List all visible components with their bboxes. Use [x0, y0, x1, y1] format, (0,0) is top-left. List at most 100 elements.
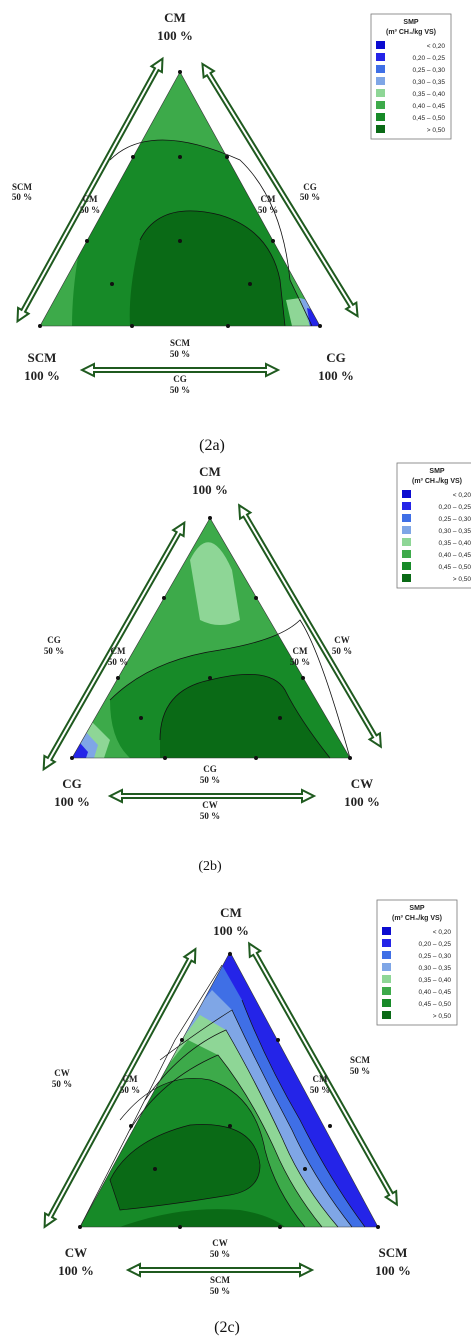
- left-edge-outer-label: CW: [54, 1068, 70, 1078]
- legend-swatch: [376, 101, 385, 109]
- design-point: [163, 756, 167, 760]
- vertex-right-pct: 100 %: [375, 1263, 411, 1278]
- design-point: [226, 324, 230, 328]
- contour-line: [109, 1124, 261, 1211]
- legend-swatch: [376, 77, 385, 85]
- contour-line: [109, 619, 351, 759]
- bottom-edge-top-pct: 50 %: [170, 349, 190, 359]
- legend-swatch: [382, 939, 391, 947]
- ternary-plot-2b: [70, 516, 352, 760]
- right-edge-arrow: [238, 503, 382, 749]
- right-edge-outer-pct: 50 %: [300, 192, 320, 202]
- design-point: [178, 70, 182, 74]
- legend-swatch: [376, 41, 385, 49]
- design-point: [110, 282, 114, 286]
- left-edge-outer-pct: 50 %: [12, 192, 32, 202]
- design-point: [85, 239, 89, 243]
- design-point: [376, 1225, 380, 1229]
- triangle-outline: [39, 71, 321, 327]
- legend-swatch: [402, 502, 411, 510]
- legend-entry-label: 0,20 – 0,25: [412, 55, 445, 62]
- legend-2b: SMP (m³ CH₄/kg VS) < 0,20 0,20 – 0,25 0,25…: [396, 462, 471, 589]
- contour-region-above-050: [129, 210, 285, 326]
- legend-title: SMP: [403, 19, 419, 26]
- legend-swatch: [376, 65, 385, 73]
- legend-swatch: [402, 550, 411, 558]
- legend-entry-label: 0,40 – 0,45: [412, 103, 445, 110]
- left-edge-inner-pct: 50 %: [80, 205, 100, 215]
- design-point: [248, 282, 252, 286]
- right-edge-arrow: [201, 62, 359, 318]
- right-edge-inner-pct: 50 %: [258, 205, 278, 215]
- legend-entry-label: 0,30 – 0,35: [412, 79, 445, 86]
- legend-entry-label: 0,25 – 0,30: [412, 67, 445, 74]
- legend-entry-label: 0,30 – 0,35: [438, 528, 471, 535]
- legend-swatch: [382, 951, 391, 959]
- contour-region-035-040: [190, 542, 240, 625]
- design-point: [130, 324, 134, 328]
- legend-rows: < 0,20 0,20 – 0,25 0,25 – 0,30 0,30 – 0,35 0…: [376, 41, 445, 134]
- design-point: [271, 239, 275, 243]
- design-points: [78, 952, 380, 1229]
- legend-swatch: [382, 927, 391, 935]
- vertex-left-pct: 100 %: [24, 368, 60, 383]
- legend-entry-label: 0,25 – 0,30: [438, 516, 471, 523]
- vertex-right-label: SCM: [379, 1245, 408, 1260]
- vertex-left-pct: 100 %: [58, 1263, 94, 1278]
- bottom-edge-bottom-pct: 50 %: [210, 1286, 230, 1296]
- bottom-edge-arrow: [79, 362, 281, 378]
- vertex-left-label: CW: [65, 1245, 87, 1260]
- design-point: [38, 324, 42, 328]
- bottom-edge-top-pct: 50 %: [200, 775, 220, 785]
- legend-entry-label: 0,35 – 0,40: [412, 91, 445, 98]
- design-point: [153, 1167, 157, 1171]
- bottom-edge-arrow: [125, 1262, 315, 1278]
- design-point: [162, 596, 166, 600]
- design-points: [38, 70, 322, 328]
- vertex-left-label: CG: [62, 776, 82, 791]
- design-points: [70, 516, 352, 760]
- triangle-outline: [71, 517, 351, 759]
- legend-entry-label: 0,40 – 0,45: [418, 989, 451, 996]
- right-edge-inner-label: CM: [261, 194, 276, 204]
- left-edge-arrow: [42, 520, 186, 772]
- design-point: [328, 1124, 332, 1128]
- right-edge-outer-pct: 50 %: [332, 646, 352, 656]
- legend-entry-label: 0,45 – 0,50: [418, 1001, 451, 1008]
- legend-swatch: [402, 562, 411, 570]
- contour-region-above-050: [120, 1209, 285, 1227]
- design-point: [318, 324, 322, 328]
- legend-rows: < 0,20 0,20 – 0,25 0,25 – 0,30 0,30 – 0,35 0…: [402, 490, 471, 583]
- bottom-edge-bottom-label: CG: [173, 374, 187, 384]
- legend-swatch: [382, 1011, 391, 1019]
- legend-swatch: [402, 490, 411, 498]
- bottom-edge-bottom-label: SCM: [210, 1275, 231, 1285]
- legend-swatch: [402, 538, 411, 546]
- bottom-edge-bottom-pct: 50 %: [200, 811, 220, 821]
- vertex-top-pct: 100 %: [157, 28, 193, 43]
- legend-entry-label: 0,40 – 0,45: [438, 552, 471, 559]
- panel-caption: (2b): [198, 859, 222, 874]
- legend-entry-label: 0,35 – 0,40: [418, 977, 451, 984]
- right-edge-outer-label: CG: [303, 182, 317, 192]
- legend-unit: (m³ CH₄/kg VS): [386, 29, 436, 36]
- vertex-right-label: CW: [351, 776, 373, 791]
- legend-entry-label: 0,45 – 0,50: [412, 115, 445, 122]
- design-point: [131, 155, 135, 159]
- contour-line: [119, 1077, 306, 1228]
- panel-caption: (2c): [214, 1319, 240, 1336]
- contour-line: [159, 1009, 353, 1228]
- legend-title: SMP: [409, 905, 425, 912]
- arrows-2b: [42, 503, 382, 804]
- vertex-right-pct: 100 %: [344, 794, 380, 809]
- legend-entry-label: 0,20 – 0,25: [418, 941, 451, 948]
- legend-entry-label: > 0,50: [433, 1013, 452, 1020]
- bottom-edge-top-label: CW: [212, 1238, 228, 1248]
- left-edge-arrow: [16, 56, 164, 324]
- legend-entry-label: < 0,20: [453, 492, 471, 499]
- legend-2c: SMP (m³ CH₄/kg VS) < 0,20 0,20 – 0,25 0,25…: [376, 899, 458, 1026]
- legend-swatch: [376, 53, 385, 61]
- bottom-edge-arrow: [107, 788, 317, 804]
- left-edge-outer-pct: 50 %: [52, 1079, 72, 1089]
